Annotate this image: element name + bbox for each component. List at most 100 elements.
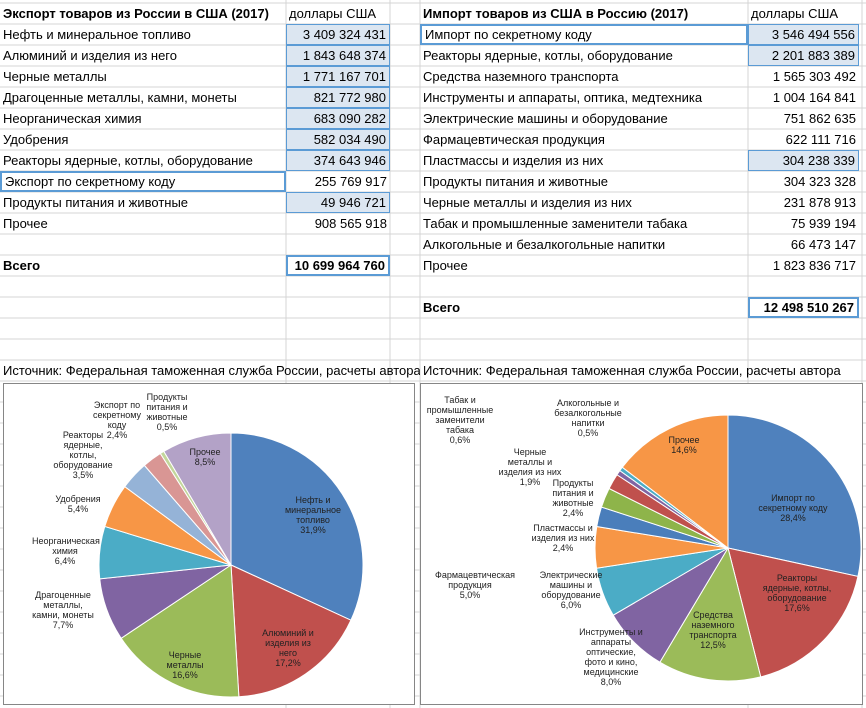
row-label: Импорт по секретному коду [420, 24, 748, 45]
value-label: 6,0% [560, 600, 582, 610]
row-value: 3 546 494 556 [748, 24, 859, 45]
total-value: 10 699 964 760 [286, 255, 390, 276]
slice-label: Инструменты и аппараты оптические, фото … [576, 627, 646, 687]
row-value: 3 409 324 431 [286, 24, 390, 45]
row-label: Табак и промышленные заменители табака [423, 216, 688, 231]
row-label: Удобрения [3, 132, 69, 147]
row-value: 255 769 917 [314, 174, 387, 189]
category-label: Импорт по секретному коду [758, 493, 828, 513]
row-value: 231 878 913 [783, 195, 856, 210]
value-label: 2,4% [106, 430, 128, 440]
category-label: Неорганическая химия [32, 536, 100, 556]
value-label: 17,2% [275, 658, 301, 668]
category-label: Табак и промышленные заменители табака [426, 395, 494, 435]
value-label: 0,5% [156, 422, 178, 432]
category-label: Инструменты и аппараты оптические, фото … [579, 627, 643, 677]
row-value: 1 004 164 841 [772, 90, 856, 105]
category-label: Алкогольные и безалкогольные напитки [554, 398, 622, 428]
slice-label: Неорганическая химия 6,4% [32, 536, 100, 566]
slice-label: Продукты питания и животные 0,5% [134, 392, 200, 432]
row-label: Фармацевтическая продукция [423, 132, 605, 147]
row-value: 683 090 282 [286, 108, 390, 129]
row-value: 304 238 339 [748, 150, 859, 171]
row-label: Алюминий и изделия из него [3, 48, 177, 63]
slice-label: Реакторы ядерные, котлы, оборудование 17,… [762, 573, 832, 613]
slice-label: Удобрения 5,4% [45, 494, 111, 514]
pie-slice [163, 432, 232, 567]
slice-label: Нефть и минеральное топливо 31,9% [280, 495, 346, 535]
slice-label: Импорт по секретному коду 28,4% [758, 493, 828, 523]
row-label: Прочее [3, 216, 48, 231]
source-note: Источник: Федеральная таможенная служба … [3, 363, 420, 378]
category-label: Нефть и минеральное топливо [284, 495, 342, 525]
category-label: Драгоценные металлы, камни, монеты [32, 590, 94, 620]
value-label: 7,7% [52, 620, 74, 630]
row-value: 1 565 303 492 [772, 69, 856, 84]
value-label: 5,4% [67, 504, 89, 514]
category-label: Пластмассы и изделия из них [531, 523, 595, 543]
slice-label: Драгоценные металлы, камни, монеты 7,7% [30, 590, 96, 630]
category-label: Экспорт по секретному коду [92, 400, 142, 430]
row-value: 66 473 147 [790, 237, 856, 252]
value-label: 16,6% [172, 670, 198, 680]
column-header: доллары США [751, 6, 839, 21]
value-label: 1,9% [519, 477, 541, 487]
slice-label: Фармацевтическая продукция 5,0% [435, 570, 516, 600]
category-label: Электрические машины и оборудование [539, 570, 603, 600]
category-label: Черные металлы и изделия из них [498, 447, 562, 477]
slice-label: Электрические машины и оборудование 6,0% [536, 570, 606, 610]
slice-label: Черные металлы и изделия из них 1,9% [495, 447, 565, 487]
category-label: Черные металлы [166, 650, 204, 670]
value-label: 28,4% [780, 513, 806, 523]
total-label: Всего [3, 258, 41, 273]
row-label: Электрические машины и оборудование [423, 111, 668, 126]
row-value: 75 939 194 [790, 216, 856, 231]
category-label: Реакторы ядерные, котлы, оборудование [53, 430, 113, 470]
row-label: Реакторы ядерные, котлы, оборудование [423, 48, 673, 63]
category-label: Реакторы ядерные, котлы, оборудование [762, 573, 832, 603]
row-value: 2 201 883 389 [748, 45, 859, 66]
row-label: Продукты питания и животные [3, 195, 189, 210]
category-label: Фармацевтическая продукция [435, 570, 516, 590]
row-value: 49 946 721 [286, 192, 390, 213]
row-label: Пластмассы и изделия из них [423, 153, 604, 168]
value-label: 5,0% [459, 590, 481, 600]
row-value: 908 565 918 [314, 216, 387, 231]
row-label: Нефть и минеральное топливо [3, 27, 191, 42]
row-value: 821 772 980 [286, 87, 390, 108]
row-label: Инструменты и аппараты, оптика, медтехни… [423, 90, 703, 105]
category-label: Алюминий и изделия из него [262, 628, 314, 658]
slice-label: Пластмассы и изделия из них 2,4% [528, 523, 598, 553]
table-title: Импорт товаров из США в Россию (2017) [423, 6, 689, 21]
row-label: Прочее [423, 258, 468, 273]
row-label: Неорганическая химия [3, 111, 142, 126]
slice-label: Средства наземного транспорта 12,5% [678, 610, 748, 650]
row-label: Экспорт по секретному коду [0, 171, 286, 192]
row-value: 622 111 716 [785, 132, 856, 147]
row-label: Продукты питания и животные [423, 174, 609, 189]
total-value: 12 498 510 267 [748, 297, 859, 318]
pie-slice [230, 564, 352, 698]
slice-label: Прочее 8,5% [172, 447, 238, 467]
row-label: Алкогольные и безалкогольные напитки [423, 237, 666, 252]
row-label: Драгоценные металлы, камни, монеты [3, 90, 237, 105]
source-note: Источник: Федеральная таможенная служба … [423, 363, 841, 378]
value-label: 8,5% [194, 457, 216, 467]
value-label: 31,9% [300, 525, 326, 535]
value-label: 8,0% [600, 677, 622, 687]
category-label: Средства наземного транспорта [689, 610, 737, 640]
row-value: 582 034 490 [286, 129, 390, 150]
value-label: 2,4% [552, 543, 574, 553]
row-value: 1 823 836 717 [772, 258, 856, 273]
pie-slice [230, 432, 364, 621]
row-value: 1 771 167 701 [286, 66, 390, 87]
value-label: 0,6% [449, 435, 471, 445]
pie-slice [621, 414, 729, 550]
row-label: Черные металлы и изделия из них [423, 195, 632, 210]
slice-label: Прочее 14,6% [649, 435, 719, 455]
slice-label: Продукты питания и животные 2,4% [538, 478, 608, 518]
value-label: 0,5% [577, 428, 599, 438]
row-value: 1 843 648 374 [286, 45, 390, 66]
category-label: Прочее [668, 435, 700, 445]
